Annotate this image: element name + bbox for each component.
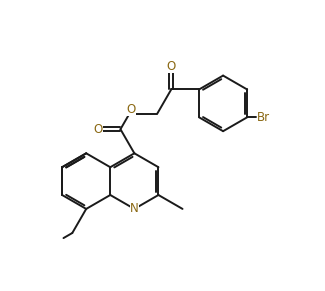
Text: O: O: [167, 60, 176, 73]
Text: O: O: [126, 103, 136, 116]
Text: N: N: [130, 203, 139, 215]
Text: O: O: [94, 123, 103, 136]
Text: Br: Br: [257, 111, 270, 124]
